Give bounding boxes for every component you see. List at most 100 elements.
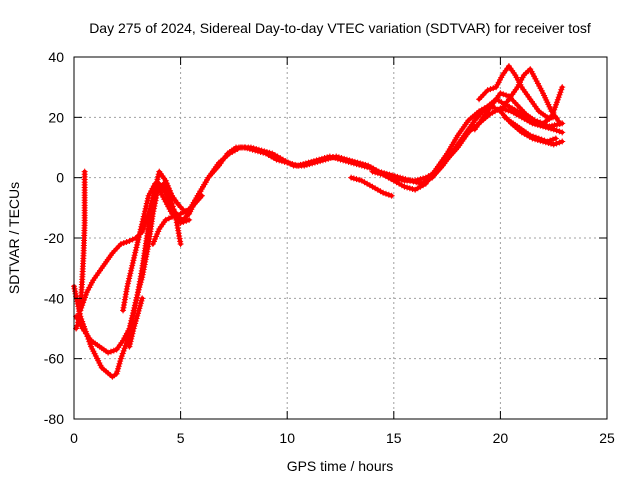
data-point-marker	[348, 174, 355, 181]
data-point-marker	[531, 117, 538, 124]
data-point-marker	[548, 122, 555, 129]
data-point-marker	[137, 300, 144, 307]
data-point-marker	[177, 241, 184, 248]
data-point-marker	[78, 304, 85, 311]
x-axis-label: GPS time / hours	[287, 458, 394, 474]
data-point-marker	[163, 180, 170, 187]
data-point-marker	[140, 216, 147, 223]
data-point-marker	[487, 86, 494, 93]
data-point-marker	[105, 349, 112, 356]
data-point-marker	[117, 241, 124, 248]
data-point-marker	[130, 307, 137, 314]
data-point-marker	[150, 238, 157, 245]
data-point-marker	[124, 283, 131, 290]
x-tick-label: 10	[279, 430, 295, 446]
data-point-marker	[505, 107, 512, 114]
data-point-marker	[343, 156, 350, 163]
data-point-marker	[145, 195, 152, 202]
data-point-marker	[183, 217, 190, 224]
data-point-marker	[180, 218, 187, 225]
x-tick-label: 20	[493, 430, 509, 446]
data-point-marker	[136, 305, 143, 312]
data-point-marker	[125, 278, 132, 285]
data-point-marker	[154, 183, 161, 190]
data-point-marker	[110, 347, 117, 354]
data-point-marker	[120, 240, 127, 247]
data-point-marker	[266, 149, 273, 156]
data-point-marker	[131, 304, 138, 311]
data-point-marker	[247, 144, 254, 151]
x-tick-label: 15	[386, 430, 402, 446]
data-point-marker	[301, 162, 308, 169]
data-point-marker	[126, 275, 133, 282]
data-point-marker	[134, 312, 141, 319]
data-point-marker	[544, 138, 551, 145]
data-point-marker	[420, 175, 427, 182]
data-series	[71, 63, 566, 380]
data-point-marker	[130, 257, 137, 264]
grid-lines	[74, 57, 607, 419]
data-point-marker	[135, 234, 142, 241]
data-point-marker	[327, 155, 334, 162]
series-track-l	[501, 114, 559, 145]
series-track-f	[149, 192, 205, 248]
data-point-marker	[149, 241, 156, 248]
data-point-marker	[137, 302, 144, 309]
data-point-marker	[356, 176, 363, 183]
data-point-marker	[380, 189, 387, 196]
data-point-marker	[74, 298, 81, 305]
y-tick-label: -40	[44, 290, 64, 306]
data-point-marker	[129, 236, 136, 243]
data-point-marker	[113, 370, 120, 377]
data-point-marker	[322, 156, 329, 163]
data-point-marker	[132, 317, 139, 324]
data-point-marker	[377, 170, 384, 177]
data-point-marker	[126, 272, 133, 279]
data-point-marker	[118, 353, 125, 360]
data-point-marker	[372, 169, 379, 176]
data-point-marker	[174, 211, 181, 218]
data-point-marker	[374, 170, 381, 177]
data-point-marker	[127, 267, 134, 274]
data-point-marker	[551, 122, 558, 129]
data-point-marker	[530, 133, 537, 140]
data-point-marker	[303, 161, 310, 168]
data-point-marker	[350, 175, 357, 182]
data-point-marker	[136, 231, 143, 238]
data-point-marker	[134, 310, 141, 317]
data-point-marker	[80, 299, 87, 306]
data-point-marker	[333, 153, 340, 160]
data-point-marker	[132, 247, 139, 254]
data-point-marker	[131, 252, 138, 259]
data-point-marker	[325, 155, 332, 162]
x-tick-label: 25	[599, 430, 615, 446]
data-point-marker	[556, 128, 563, 135]
data-point-marker	[131, 254, 138, 261]
data-point-marker	[357, 160, 364, 167]
data-point-marker	[129, 330, 136, 337]
data-point-marker	[169, 213, 176, 220]
series-track-g	[348, 174, 395, 199]
data-point-marker	[549, 136, 556, 143]
data-point-marker	[359, 161, 366, 168]
data-point-marker	[128, 333, 135, 340]
chart-title: Day 275 of 2024, Sidereal Day-to-day VTE…	[89, 20, 591, 36]
series-track-c	[77, 96, 566, 314]
data-point-marker	[126, 238, 133, 245]
data-point-marker	[117, 358, 124, 365]
data-point-marker	[401, 183, 408, 190]
data-point-marker	[547, 137, 554, 144]
data-point-marker	[404, 184, 411, 191]
data-point-marker	[556, 91, 563, 98]
data-point-marker	[141, 210, 148, 217]
data-point-marker	[81, 294, 88, 301]
data-point-marker	[543, 122, 550, 129]
data-point-marker	[388, 192, 395, 199]
data-point-marker	[253, 146, 260, 153]
data-point-marker	[139, 218, 146, 225]
data-point-marker	[389, 172, 396, 179]
data-point-marker	[553, 140, 560, 147]
data-point-marker	[138, 297, 145, 304]
data-point-marker	[145, 222, 152, 229]
